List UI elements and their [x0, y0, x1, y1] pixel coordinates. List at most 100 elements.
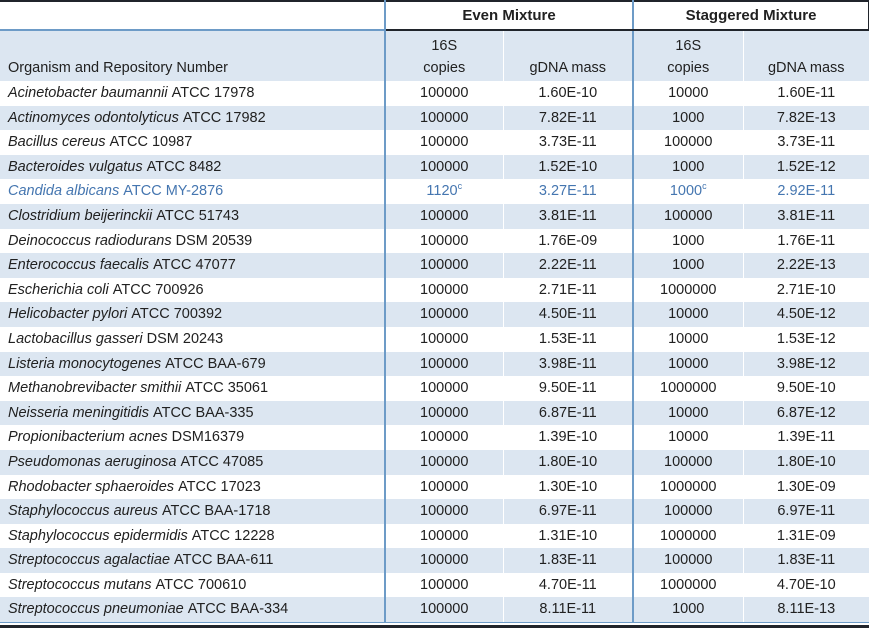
staggered-gdna-mass-cell: 1.52E-12 [743, 154, 869, 180]
even-16s-copies-cell: 100000 [384, 130, 504, 155]
even-gdna-mass-cell: 9.50E-11 [538, 380, 597, 397]
even-gdna-mass-cell: 3.98E-11 [503, 351, 633, 377]
table-row: Streptococcus agalactiae ATCC BAA-611 100… [0, 548, 869, 573]
organism-cell: Rhodobacter sphaeroides ATCC 17023 [0, 474, 386, 500]
table-row: Lactobacillus gasseri DSM 20243 100000 1.5… [0, 326, 869, 352]
staggered-16s-copies-cell: 10000 [632, 302, 744, 327]
even-16s-copies-cell: 100000 [384, 203, 504, 229]
even-gdna-mass-cell: 4.70E-11 [538, 576, 597, 593]
table-row: Helicobacter pylori ATCC 700392 100000 4.5… [0, 302, 869, 327]
even-gdna-mass-cell: 1.39E-10 [538, 429, 598, 446]
organism-cell: Streptococcus mutans ATCC 700610 [0, 572, 386, 598]
even-16s-copies-cell: 100000 [384, 228, 504, 254]
table-row: Propionibacterium acnes DSM16379 100000 1.… [0, 425, 869, 450]
organism-cell: Bacillus cereus ATCC 10987 [0, 130, 386, 155]
repository-number: ATCC 51743 [152, 207, 240, 224]
organism-name: Helicobacter pylori [8, 306, 128, 323]
table-row: Candida albicans ATCC MY-2876 1120c 3.27E-… [0, 179, 869, 204]
organism-name: Rhodobacter sphaeroides [8, 478, 175, 495]
table-row: Acinetobacter baumannii ATCC 17978 100000… [0, 81, 869, 106]
staggered-16s-copies-cell: 10000 [632, 351, 744, 377]
organism-cell: Lactobacillus gasseri DSM 20243 [0, 326, 386, 352]
table-row: Escherichia coli ATCC 700926 100000 2.71E-… [0, 277, 869, 303]
even-gdna-mass-cell: 1.52E-10 [503, 154, 633, 180]
organism-cell: Streptococcus pneumoniae ATCC BAA-334 [0, 597, 386, 624]
even-16s-copies-cell: 100000 [384, 253, 504, 278]
staggered-gdna-mass-header: gDNA mass [743, 30, 869, 81]
even-mixture-header: Even Mixture [384, 1, 633, 31]
staggered-gdna-mass-cell: 2.71E-10 [776, 281, 836, 298]
table-row: Staphylococcus aureus ATCC BAA-1718 10000… [0, 499, 869, 524]
table-row: Actinomyces odontolyticus ATCC 17982 1000… [0, 105, 869, 131]
group-header-row: Even Mixture Staggered Mixture [0, 1, 869, 31]
staggered-16s-copies-cell: 100000 [632, 548, 744, 573]
repository-number: DSM 20243 [142, 330, 224, 347]
even-16s-copies-cell: 100000 [384, 277, 504, 303]
table-row: Pseudomonas aeruginosa ATCC 47085 100000 1… [0, 449, 869, 475]
even-gdna-mass-cell: 1.60E-10 [538, 85, 598, 101]
even-16s-copies-cell: 100000 [384, 400, 504, 426]
even-gdna-mass-cell: 1.53E-11 [538, 330, 597, 347]
organism-cell: Helicobacter pylori ATCC 700392 [0, 302, 386, 327]
repository-number: ATCC 47077 [149, 257, 236, 274]
even-gdna-mass-cell: 1.31E-10 [538, 527, 598, 544]
staggered-16s-copies-cell: 1000 [632, 253, 744, 278]
even-gdna-mass-cell: 8.11E-11 [503, 597, 633, 624]
even-16s-copies-cell: 100000 [384, 81, 504, 106]
staggered-16s-copies-cell: 1000000 [632, 572, 744, 598]
repository-number: ATCC MY-2876 [119, 183, 224, 200]
organism-name: Acinetobacter baumannii [8, 85, 168, 101]
organism-name: Pseudomonas aeruginosa [8, 453, 177, 470]
organism-cell: Actinomyces odontolyticus ATCC 17982 [0, 105, 386, 131]
organism-cell: Propionibacterium acnes DSM16379 [0, 425, 386, 450]
repository-number: DSM 20539 [171, 232, 253, 249]
organism-name: Bacteroides vulgatus [8, 158, 143, 175]
repository-number: ATCC 12228 [187, 527, 275, 544]
organism-cell: Neisseria meningitidis ATCC BAA-335 [0, 400, 386, 426]
even-gdna-mass-cell: 6.87E-11 [503, 400, 633, 426]
organism-name: Enterococcus faecalis [8, 257, 150, 274]
organism-cell: Clostridium beijerinckii ATCC 51743 [0, 203, 386, 229]
repository-number: ATCC 35061 [181, 380, 269, 397]
table-row: Neisseria meningitidis ATCC BAA-335 10000… [0, 400, 869, 426]
organism-name: Candida albicans [8, 183, 120, 200]
staggered-gdna-mass-cell: 3.98E-12 [743, 351, 869, 377]
even-16s-copies-cell: 100000 [384, 351, 504, 377]
even-gdna-mass-cell: 2.22E-11 [503, 253, 633, 278]
even-gdna-mass-cell: 3.81E-11 [503, 203, 633, 229]
repository-number: ATCC 700610 [151, 576, 247, 593]
repository-number: ATCC BAA-335 [149, 404, 254, 421]
staggered-gdna-mass-cell: 3.81E-11 [743, 203, 869, 229]
staggered-16s-copies-cell: 10000 [632, 400, 744, 426]
staggered-gdna-mass-cell: 9.50E-10 [776, 380, 836, 397]
staggered-gdna-mass-cell: 1.80E-10 [743, 449, 869, 475]
even-16s-copies-cell: 100000 [384, 326, 504, 352]
staggered-gdna-mass-cell: 1.31E-09 [776, 527, 836, 544]
organism-cell: Escherichia coli ATCC 700926 [0, 277, 386, 303]
organism-name: Clostridium beijerinckii [8, 207, 153, 224]
organism-cell: Methanobrevibacter smithii ATCC 35061 [0, 376, 386, 401]
organism-name: Bacillus cereus [8, 134, 106, 151]
table-row: Staphylococcus epidermidis ATCC 12228 100… [0, 523, 869, 549]
staggered-gdna-mass-cell: 2.22E-13 [743, 253, 869, 278]
repository-number: ATCC 17023 [174, 478, 261, 495]
repository-number: ATCC 8482 [142, 158, 222, 175]
staggered-gdna-mass-cell: 4.50E-12 [743, 302, 869, 327]
even-gdna-mass-cell: 2.71E-11 [538, 281, 597, 298]
organism-name: Escherichia coli [8, 281, 109, 298]
footnote-marker: c [702, 181, 707, 192]
blank-header-cell [0, 1, 385, 31]
even-16s-copies-cell: 1120c [384, 179, 504, 204]
organism-cell: Candida albicans ATCC MY-2876 [0, 179, 386, 204]
table-row: Methanobrevibacter smithii ATCC 35061 100… [0, 376, 869, 401]
table-row: Clostridium beijerinckii ATCC 51743 10000… [0, 203, 869, 229]
even-16s-copies-cell: 100000 [384, 154, 504, 180]
even-gdna-mass-cell: 3.27E-11 [538, 183, 597, 200]
table-body: Acinetobacter baumannii ATCC 17978 100000… [0, 81, 869, 624]
staggered-16s-copies-cell: 1000000 [632, 474, 744, 500]
repository-number: DSM16379 [167, 429, 245, 446]
staggered-16s-copies-cell: 1000000 [632, 376, 744, 401]
organism-name: Streptococcus mutans [8, 576, 152, 593]
repository-number: ATCC 700392 [127, 306, 223, 323]
